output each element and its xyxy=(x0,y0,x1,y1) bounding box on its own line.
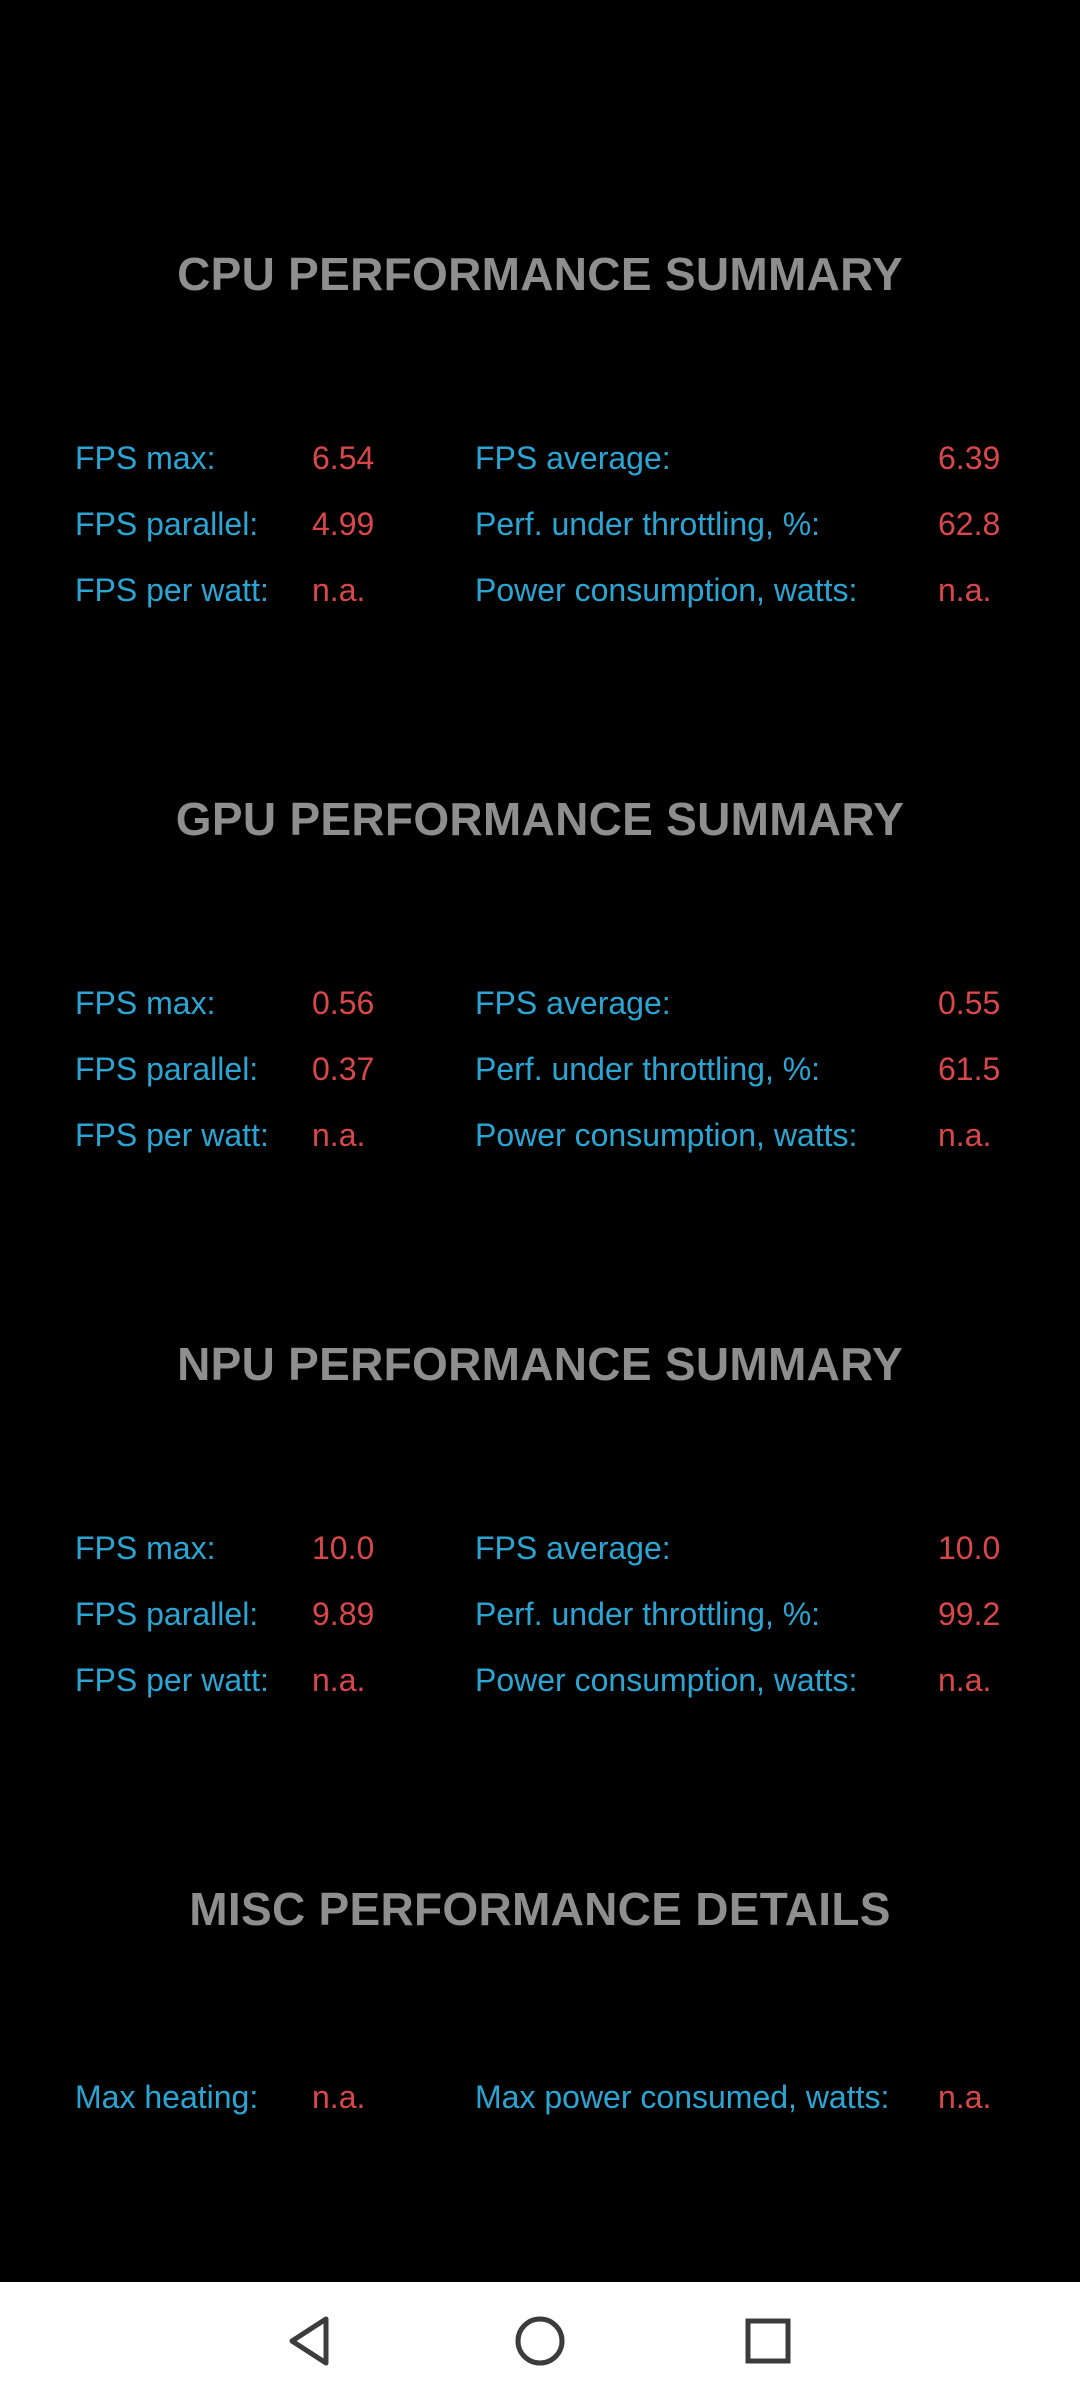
system-navigation-bar xyxy=(0,2282,1080,2400)
metric-value: n.a. xyxy=(938,572,992,608)
cpu-row-fps-parallel: FPS parallel: 4.99 Perf. under throttlin… xyxy=(0,494,1080,554)
metric-value: n.a. xyxy=(938,1117,992,1153)
gpu-row-fps-max: FPS max: 0.56 FPS average: 0.55 xyxy=(0,973,1080,1033)
npu-row-fps-per-watt: FPS per watt: n.a. Power consumption, wa… xyxy=(0,1650,1080,1710)
metric-value: n.a. xyxy=(312,1662,366,1698)
home-button[interactable] xyxy=(480,2282,600,2400)
metric-value: n.a. xyxy=(312,2079,366,2115)
metric-label: FPS per watt: xyxy=(75,1662,269,1698)
metric-label: FPS average: xyxy=(475,1530,671,1566)
metric-value: n.a. xyxy=(938,1662,992,1698)
metric-label: FPS average: xyxy=(475,440,671,476)
metric-value: 10.0 xyxy=(312,1530,375,1566)
metric-label: Perf. under throttling, %: xyxy=(475,506,821,542)
gpu-section-title: GPU PERFORMANCE SUMMARY xyxy=(175,793,905,845)
npu-row-fps-parallel: FPS parallel: 9.89 Perf. under throttlin… xyxy=(0,1584,1080,1644)
metric-value: 0.56 xyxy=(312,985,375,1021)
metric-label: FPS max: xyxy=(75,1530,216,1566)
metric-label: FPS parallel: xyxy=(75,506,259,542)
gpu-row-fps-per-watt: FPS per watt: n.a. Power consumption, wa… xyxy=(0,1105,1080,1165)
metric-label: Perf. under throttling, %: xyxy=(475,1051,821,1087)
metric-label: FPS per watt: xyxy=(75,1117,269,1153)
cpu-section-title: CPU PERFORMANCE SUMMARY xyxy=(177,248,903,300)
metric-label: FPS average: xyxy=(475,985,671,1021)
cpu-row-fps-max: FPS max: 6.54 FPS average: 6.39 xyxy=(0,428,1080,488)
back-triangle-icon xyxy=(289,2316,329,2366)
metric-label: Power consumption, watts: xyxy=(475,1117,858,1153)
metric-value: 61.5 xyxy=(938,1051,1001,1087)
metric-value: 0.37 xyxy=(312,1051,375,1087)
recents-button[interactable] xyxy=(708,2282,828,2400)
cpu-row-fps-per-watt: FPS per watt: n.a. Power consumption, wa… xyxy=(0,560,1080,620)
npu-section-title: NPU PERFORMANCE SUMMARY xyxy=(177,1338,903,1390)
metric-label: FPS max: xyxy=(75,985,216,1021)
metric-label: FPS parallel: xyxy=(75,1596,259,1632)
metric-label: Max heating: xyxy=(75,2079,259,2115)
metric-value: 0.55 xyxy=(938,985,1001,1021)
back-button[interactable] xyxy=(250,2282,370,2400)
metric-label: FPS max: xyxy=(75,440,216,476)
misc-row-max-heating: Max heating: n.a. Max power consumed, wa… xyxy=(0,2067,1080,2127)
metric-value: n.a. xyxy=(312,1117,366,1153)
metric-value: 4.99 xyxy=(312,506,375,542)
metric-value: 9.89 xyxy=(312,1596,375,1632)
misc-section-title: MISC PERFORMANCE DETAILS xyxy=(189,1883,891,1935)
recents-square-icon xyxy=(745,2318,791,2364)
metric-value: 6.54 xyxy=(312,440,375,476)
metric-label: FPS per watt: xyxy=(75,572,269,608)
metric-label: FPS parallel: xyxy=(75,1051,259,1087)
npu-row-fps-max: FPS max: 10.0 FPS average: 10.0 xyxy=(0,1518,1080,1578)
metric-value: 62.8 xyxy=(938,506,1001,542)
metric-label: Power consumption, watts: xyxy=(475,1662,858,1698)
metric-value: 99.2 xyxy=(938,1596,1001,1632)
metric-value: n.a. xyxy=(938,2079,992,2115)
metric-label: Power consumption, watts: xyxy=(475,572,858,608)
home-circle-icon xyxy=(515,2316,565,2366)
metric-label: Max power consumed, watts: xyxy=(475,2079,890,2115)
metric-value: 10.0 xyxy=(938,1530,1001,1566)
metric-label: Perf. under throttling, %: xyxy=(475,1596,821,1632)
metric-value: n.a. xyxy=(312,572,366,608)
metric-value: 6.39 xyxy=(938,440,1001,476)
gpu-row-fps-parallel: FPS parallel: 0.37 Perf. under throttlin… xyxy=(0,1039,1080,1099)
